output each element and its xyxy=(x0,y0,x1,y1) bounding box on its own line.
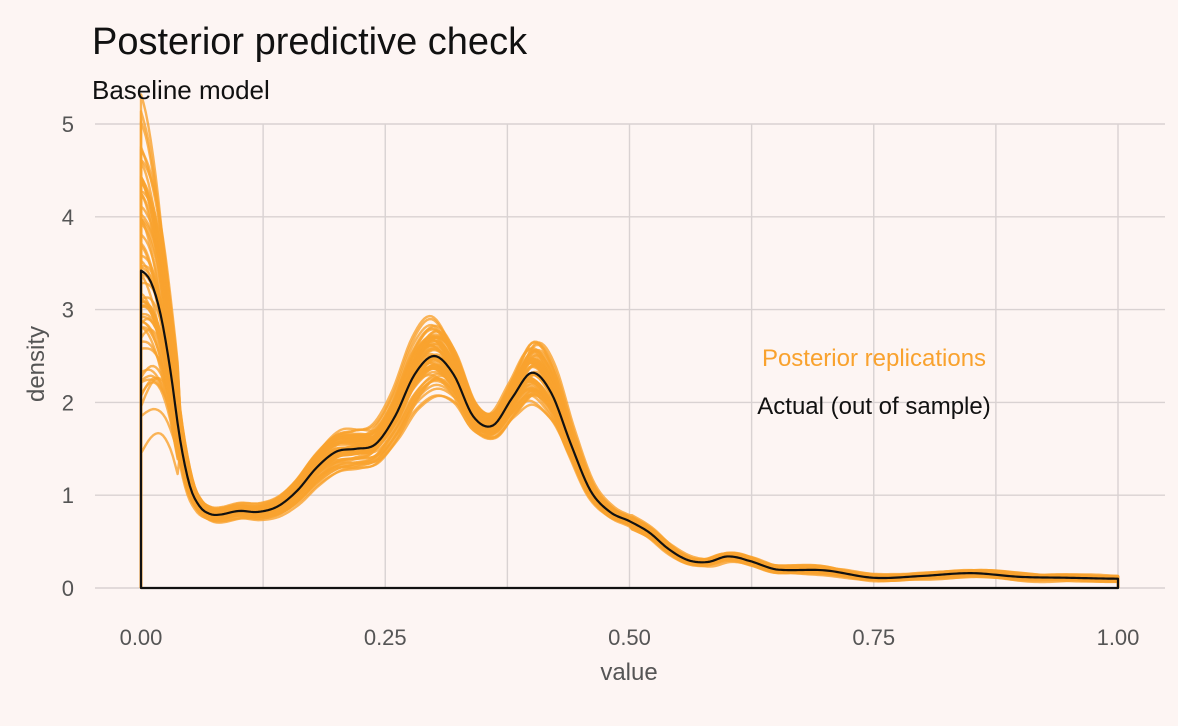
y-axis-label: density xyxy=(23,326,50,402)
x-tick-label: 0.00 xyxy=(120,625,163,650)
y-tick-label: 4 xyxy=(62,205,74,230)
x-tick-label: 0.25 xyxy=(364,625,407,650)
y-tick-label: 1 xyxy=(62,483,74,508)
actual-series xyxy=(139,269,1120,590)
x-axis-label: value xyxy=(600,659,657,686)
tick-labels: 0.00 0.25 0.50 0.75 1.00 0 1 2 3 4 5 xyxy=(62,112,1140,650)
y-tick-label: 3 xyxy=(62,298,74,323)
x-tick-label: 0.50 xyxy=(608,625,651,650)
x-tick-label: 0.75 xyxy=(852,625,895,650)
chart-title: Posterior predictive check xyxy=(92,21,528,63)
y-tick-label: 0 xyxy=(62,576,74,601)
y-tick-label: 5 xyxy=(62,112,74,137)
x-tick-label: 1.00 xyxy=(1097,625,1140,650)
chart-subtitle: Baseline model xyxy=(92,75,270,105)
annotation-actual: Actual (out of sample) xyxy=(757,393,990,420)
annotation-posterior-replications: Posterior replications xyxy=(762,345,986,372)
actual-line xyxy=(139,269,1120,590)
y-tick-label: 2 xyxy=(62,390,74,415)
